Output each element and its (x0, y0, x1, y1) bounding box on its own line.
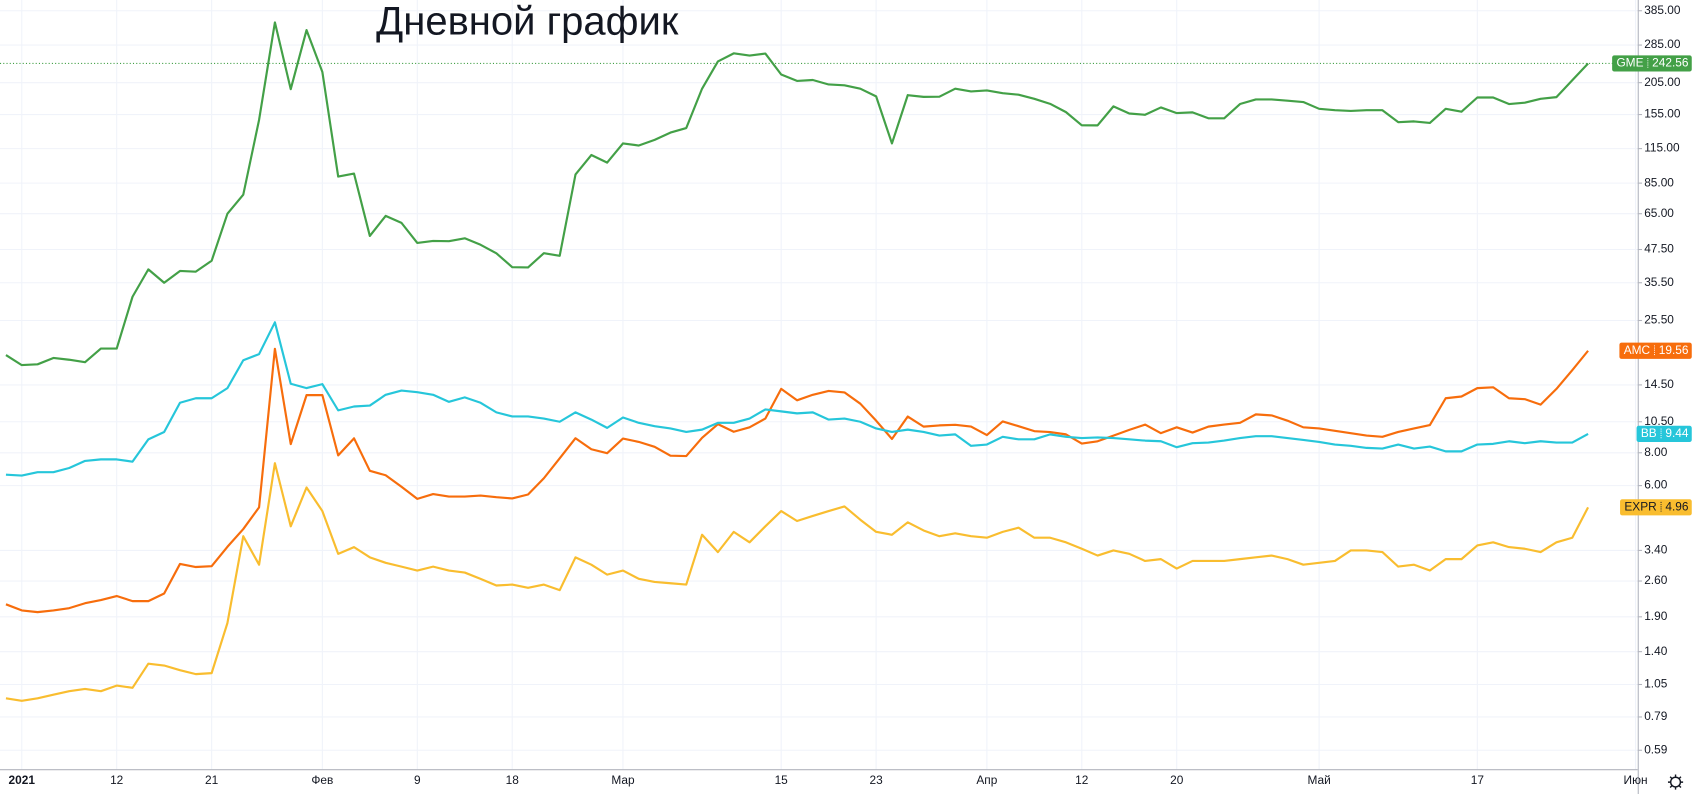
x-tick-label: 20 (1170, 773, 1184, 787)
price-tag-box (1620, 499, 1692, 516)
lines (0, 21, 1638, 702)
price-tag-name: AMC (1624, 343, 1651, 357)
y-tick-label: 1.05 (1644, 677, 1668, 691)
price-tag: 242.56 GME (1612, 55, 1692, 72)
price-tag-name: EXPR (1624, 499, 1657, 513)
x-tick-label: 18 (506, 773, 520, 787)
price-tags: 242.56 GME 19.56 AMC 9.44 BB 4.96 EXPR (1612, 55, 1692, 516)
y-tick-label: 385.00 (1644, 3, 1681, 17)
series-line (5, 347, 1589, 614)
y-tick-label: 25.50 (1644, 313, 1674, 327)
price-tag-value: 4.96 (1665, 499, 1689, 513)
y-tick-label: 47.50 (1644, 242, 1674, 256)
y-tick-label: 115.00 (1644, 141, 1680, 155)
y-tick-label: 1.40 (1644, 644, 1668, 658)
y-tick-label: 8.00 (1644, 445, 1668, 459)
chart-title: Дневной график (376, 0, 679, 43)
price-tag: 19.56 AMC (1619, 342, 1692, 359)
price-tag-box (1619, 342, 1692, 359)
x-tick-label: Май (1307, 773, 1330, 787)
y-tick-label: 3.40 (1644, 543, 1668, 557)
y-tick-label: 1.90 (1644, 609, 1668, 623)
y-tick-label: 85.00 (1644, 175, 1674, 189)
x-tick-label: Фев (311, 773, 333, 787)
price-tag-value: 9.44 (1665, 426, 1689, 440)
x-tick-label: Июн (1624, 773, 1648, 787)
price-tag-name: BB (1641, 426, 1657, 440)
y-tick-label: 2.60 (1644, 573, 1668, 587)
x-tick-label: 9 (414, 773, 421, 787)
y-tick-label: 0.59 (1644, 742, 1668, 756)
x-tick-label: 23 (870, 773, 884, 787)
y-tick-label: 35.50 (1644, 275, 1674, 289)
settings-button[interactable] (1667, 774, 1684, 790)
gear-teeth (1667, 774, 1684, 790)
x-tick-label: 15 (775, 773, 789, 787)
y-tick-label: 205.00 (1644, 75, 1681, 89)
price-tag: 9.44 BB (1636, 425, 1692, 442)
x-tick-label: Мар (611, 773, 635, 787)
y-tick-label: 155.00 (1644, 107, 1681, 121)
y-tick-label: 285.00 (1644, 37, 1681, 51)
price-tag-value: 19.56 (1659, 343, 1689, 357)
x-tick-label: Апр (976, 773, 997, 787)
series-line (5, 321, 1589, 477)
price-tag-box (1612, 55, 1692, 72)
x-tick-label: 17 (1471, 773, 1484, 787)
axes: 385.00 285.00 205.00 155.00 115.00 85.00 65.00… (9, 3, 1681, 787)
x-tick-label: 12 (110, 773, 123, 787)
price-tag-value: 242.56 (1652, 56, 1689, 70)
y-tick-label: 65.00 (1644, 206, 1674, 220)
x-tick-label: 2021 (9, 773, 36, 787)
y-tick-label: 0.79 (1644, 709, 1668, 723)
series-line (5, 21, 1589, 367)
x-tick-label: 12 (1075, 773, 1088, 787)
price-tag-name: GME (1616, 56, 1643, 70)
series-line (5, 462, 1590, 702)
price-tag-box (1636, 425, 1692, 442)
y-tick-label: 14.50 (1644, 377, 1674, 391)
x-tick-label: 21 (205, 773, 219, 787)
gear-icon (1669, 776, 1682, 788)
price-tag: 4.96 EXPR (1620, 499, 1692, 516)
y-tick-label: 6.00 (1644, 478, 1668, 492)
y-tick-label: 10.50 (1644, 414, 1674, 428)
